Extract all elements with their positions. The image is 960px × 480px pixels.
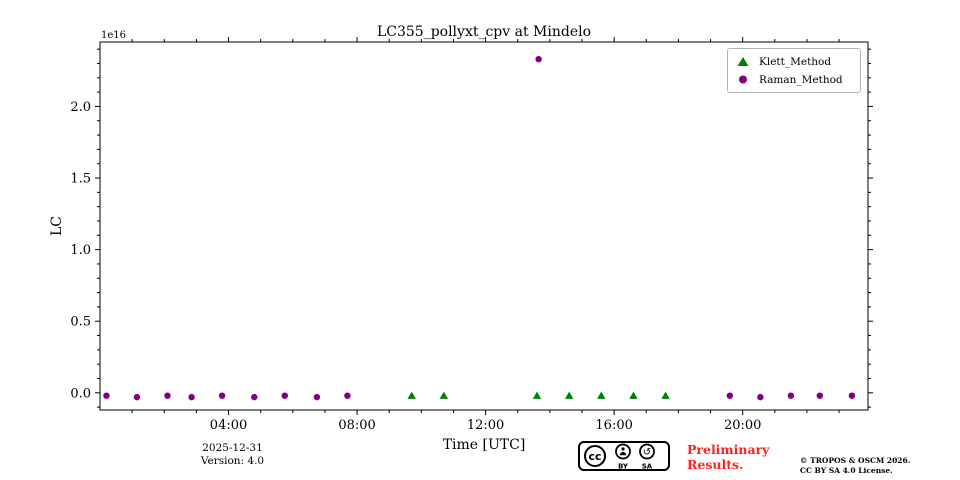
preliminary-line2: Results. (687, 457, 744, 472)
cc-glyph: cc (588, 450, 601, 463)
copyright-line1: © TROPOS & OSCM 2026. (800, 456, 911, 465)
data-point-raman_method (133, 393, 141, 401)
chart-title: LC355_pollyxt_cpv at Mindelo (376, 24, 592, 40)
legend-item-klett: Klett_Method (736, 55, 852, 68)
y-axis-label: LC (49, 215, 65, 237)
data-point-raman_method (218, 392, 226, 399)
person-body-icon (619, 452, 627, 456)
circle-marker-icon (739, 75, 747, 84)
y-axis-offset-text: 1e16 (101, 30, 127, 41)
x-tick-label: 12:00 (467, 418, 504, 433)
x-axis-label: Time [UTC] (442, 437, 526, 453)
x-tick-label: 16:00 (595, 418, 632, 433)
x-tick-label: 04:00 (210, 418, 247, 433)
x-tick-label: 20:00 (724, 418, 761, 433)
data-point-raman_method (164, 392, 171, 399)
copyright-line2: CC BY SA 4.0 License. (800, 465, 893, 475)
data-point-raman_method (188, 393, 195, 401)
sa-circle-icon (639, 443, 655, 460)
data-point-raman_method (251, 393, 258, 401)
data-point-klett_method (661, 391, 670, 399)
y-tick-label: 0.0 (70, 386, 91, 401)
data-point-klett_method (597, 391, 606, 399)
data-point-raman_method (848, 392, 856, 399)
data-point-raman_method (535, 55, 542, 63)
plot-frame (99, 41, 869, 411)
data-point-klett_method (439, 391, 449, 399)
sa-arrow-icon: ↺ (643, 447, 651, 458)
data-point-klett_method (564, 391, 574, 399)
person-icon (621, 447, 625, 451)
date-label: 2025-12-31 (202, 442, 263, 454)
preliminary-line1: Preliminary (687, 442, 770, 457)
copyright-note: © TROPOS & OSCM 2026. CC BY SA 4.0 Licen… (800, 456, 910, 475)
data-point-raman_method (757, 393, 764, 401)
x-tick-label: 08:00 (338, 418, 375, 433)
cc-circle-icon (584, 445, 606, 467)
legend-label-raman: Raman_Method (759, 73, 843, 86)
cc-by-sa-badge: cc BY ↺ SA (578, 441, 670, 475)
version-label: Version: 4.0 (200, 455, 265, 467)
y-tick-label: 1.5 (70, 172, 91, 187)
date-version-block: 2025-12-31 Version: 4.0 (160, 442, 305, 468)
data-point-klett_method (532, 391, 542, 399)
y-tick-label: 2.0 (70, 100, 91, 115)
data-point-raman_method (313, 393, 321, 401)
preliminary-note: Preliminary Results. (687, 442, 769, 472)
legend: Klett_Method Raman_Method (727, 48, 861, 93)
cc-by-sa-badge-icon: cc BY ↺ SA (578, 441, 670, 471)
legend-item-raman: Raman_Method (736, 73, 852, 86)
data-point-raman_method (281, 392, 288, 399)
triangle-marker-icon (737, 57, 749, 66)
by-circle-icon (615, 443, 631, 460)
y-tick-label: 0.5 (70, 315, 91, 330)
data-point-raman_method (726, 392, 734, 399)
data-point-raman_method (344, 392, 351, 399)
by-label: BY (618, 463, 629, 471)
data-point-raman_method (787, 392, 795, 399)
data-point-klett_method (629, 391, 638, 399)
data-point-raman_method (816, 392, 823, 399)
y-tick-label: 1.0 (70, 243, 91, 258)
data-point-raman_method (103, 392, 110, 399)
sa-label: SA (642, 463, 653, 471)
legend-label-klett: Klett_Method (759, 55, 832, 68)
data-point-klett_method (407, 391, 416, 399)
